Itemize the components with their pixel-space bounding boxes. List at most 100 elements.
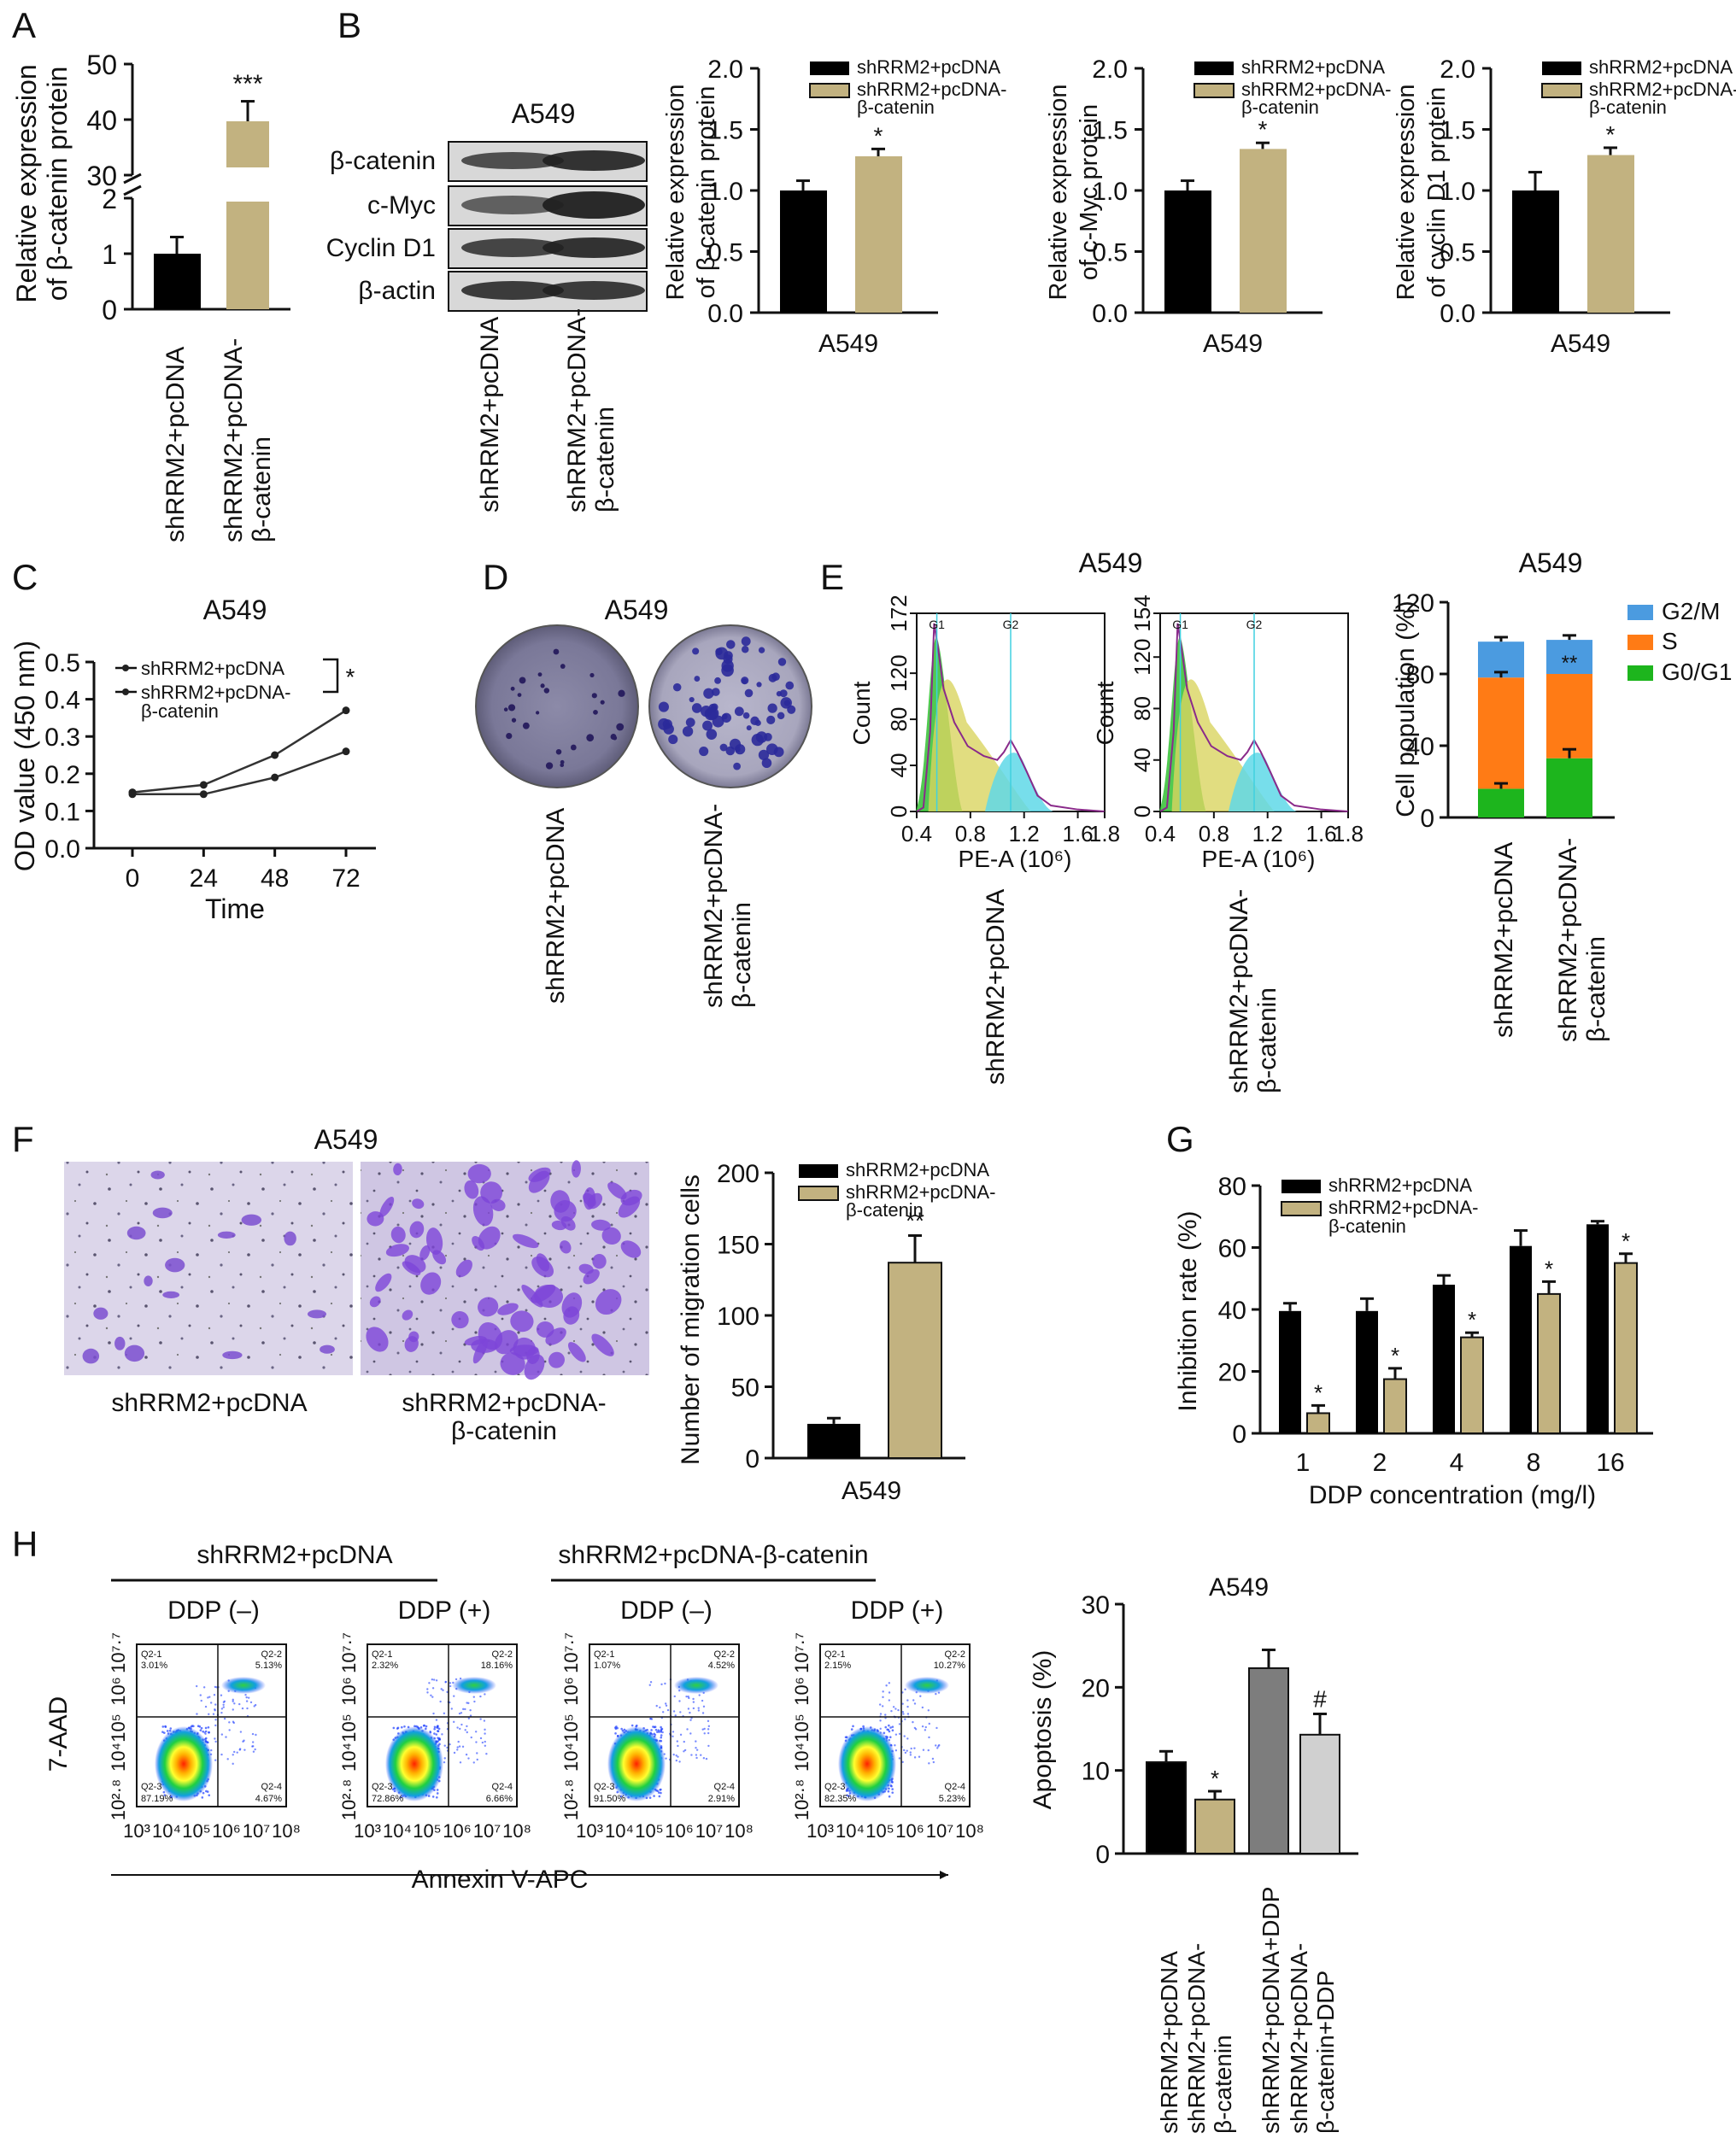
flow-event bbox=[674, 1714, 677, 1717]
legend-swatch-e bbox=[1628, 635, 1653, 650]
migrated-cell bbox=[513, 1337, 536, 1360]
flow-event bbox=[232, 1762, 234, 1766]
x-axis-label-g: DDP concentration (mg/l) bbox=[1309, 1481, 1596, 1509]
flow-y-tick-label: 10²·⁸ bbox=[791, 1779, 812, 1820]
quadrant-value: 72.86% bbox=[372, 1794, 404, 1804]
legend-label-b: shRRM2+pcDNA- bbox=[1241, 79, 1391, 100]
flow-event bbox=[903, 1735, 906, 1737]
micrograph-label: shRRM2+pcDNA- bbox=[402, 1389, 606, 1417]
x-tick-label-c: 0 bbox=[126, 864, 140, 893]
y-tick-label-c: 0.2 bbox=[44, 761, 80, 789]
flow-event bbox=[927, 1749, 930, 1752]
flow-event bbox=[701, 1699, 704, 1702]
y-tick-label-e: 80 bbox=[1129, 696, 1155, 721]
flow-y-tick-label: 10⁴ bbox=[338, 1743, 360, 1772]
flow-x-tick-label: 10⁸ bbox=[955, 1820, 984, 1842]
x-tick-label-e: 0.8 bbox=[1199, 821, 1229, 846]
bar-b-shrrm2-pcdna-b-catenin bbox=[855, 155, 902, 313]
flow-x-tick-label: 10⁵ bbox=[413, 1820, 442, 1842]
flow-event bbox=[203, 1731, 206, 1734]
flow-event bbox=[246, 1707, 249, 1710]
x-category-label-e: β-catenin bbox=[1582, 936, 1610, 1042]
flow-event bbox=[437, 1727, 441, 1731]
flow-event bbox=[879, 1719, 882, 1722]
flow-event bbox=[213, 1694, 216, 1696]
flow-x-tick-label: 10⁶ bbox=[665, 1820, 694, 1842]
flow-event bbox=[431, 1687, 435, 1690]
flow-event bbox=[666, 1708, 670, 1712]
migrated-cell bbox=[126, 1226, 146, 1240]
flow-event bbox=[707, 1744, 710, 1748]
flow-event bbox=[927, 1709, 930, 1712]
flow-event bbox=[615, 1725, 618, 1728]
colony bbox=[766, 715, 776, 725]
y-tick-label-e2: 120 bbox=[1392, 589, 1434, 618]
flow-event bbox=[894, 1733, 898, 1736]
y-tick-label-a: 1 bbox=[102, 239, 117, 270]
flow-y-tick-label: 10⁷·⁷ bbox=[108, 1632, 129, 1673]
flow-event bbox=[450, 1708, 453, 1710]
flow-event bbox=[689, 1719, 692, 1721]
flow-x-tick-label: 10⁴ bbox=[152, 1820, 181, 1842]
y-tick-label-e2: 40 bbox=[1406, 733, 1434, 761]
flow-event bbox=[467, 1757, 470, 1760]
flow-event bbox=[435, 1733, 438, 1736]
flow-x-arrowhead bbox=[940, 1871, 948, 1879]
flow-event bbox=[650, 1729, 653, 1731]
migrated-cell bbox=[409, 1221, 425, 1239]
flow-event bbox=[192, 1725, 195, 1728]
flow-density-main bbox=[607, 1726, 666, 1801]
migrated-cell bbox=[620, 1240, 642, 1258]
flow-event bbox=[703, 1727, 706, 1731]
x-tick-label-g: 4 bbox=[1450, 1449, 1464, 1477]
bar-f-shrrm2-pcdna bbox=[807, 1423, 860, 1458]
colony bbox=[758, 749, 770, 761]
flow-event bbox=[401, 1725, 403, 1729]
migrated-cell bbox=[165, 1257, 185, 1273]
flow-event bbox=[672, 1710, 676, 1713]
colony bbox=[741, 645, 749, 653]
y-tick-label-e: 80 bbox=[886, 707, 912, 732]
y-tick-label-g: 20 bbox=[1218, 1359, 1246, 1387]
x-tick-label-g: 2 bbox=[1373, 1449, 1387, 1477]
flow-event bbox=[425, 1725, 428, 1728]
legend-label-f: shRRM2+pcDNA- bbox=[846, 1181, 995, 1203]
x-category-label-h: shRRM2+pcDNA- bbox=[1286, 1943, 1312, 2134]
quadrant-label: Q2-2 bbox=[492, 1649, 513, 1660]
migrated-cell bbox=[369, 1296, 381, 1308]
blot-row-label: β-actin bbox=[358, 277, 436, 305]
migrated-cell bbox=[124, 1344, 145, 1362]
flow-event bbox=[889, 1726, 892, 1729]
legend-swatch-b bbox=[1194, 83, 1235, 98]
flow-y-tick-label: 10⁵ bbox=[108, 1713, 129, 1743]
colony bbox=[741, 636, 751, 647]
flow-event bbox=[453, 1720, 455, 1724]
colony bbox=[506, 732, 513, 740]
flow-y-tick-label: 10⁶ bbox=[560, 1677, 582, 1706]
flow-event bbox=[909, 1751, 912, 1754]
flow-event bbox=[702, 1705, 706, 1708]
significance-f: ** bbox=[906, 1207, 924, 1233]
flow-event bbox=[700, 1754, 702, 1756]
flow-event bbox=[879, 1713, 883, 1715]
legend-label-e: S bbox=[1662, 628, 1678, 654]
colony bbox=[560, 763, 565, 768]
flow-event bbox=[232, 1754, 234, 1756]
flow-event bbox=[928, 1722, 930, 1725]
legend-label-b: shRRM2+pcDNA- bbox=[1589, 79, 1736, 100]
histogram-outline bbox=[1159, 623, 1349, 812]
flow-event bbox=[251, 1741, 255, 1743]
migrated-cell bbox=[367, 1211, 384, 1227]
blot-row-label: c-Myc bbox=[367, 191, 436, 220]
y-tick-label-b: 0.5 bbox=[1092, 239, 1128, 267]
y-tick-label-b: 2.0 bbox=[1092, 56, 1128, 84]
blot-band bbox=[461, 152, 564, 169]
x-category-label-a: shRRM2+pcDNA- bbox=[220, 338, 248, 542]
blot-band bbox=[461, 238, 564, 257]
colony bbox=[783, 700, 791, 706]
colony bbox=[771, 672, 780, 681]
flow-event bbox=[890, 1709, 893, 1713]
panel-letter-d: D bbox=[483, 557, 508, 597]
quadrant-label: Q2-4 bbox=[261, 1782, 282, 1792]
colony bbox=[761, 758, 772, 769]
